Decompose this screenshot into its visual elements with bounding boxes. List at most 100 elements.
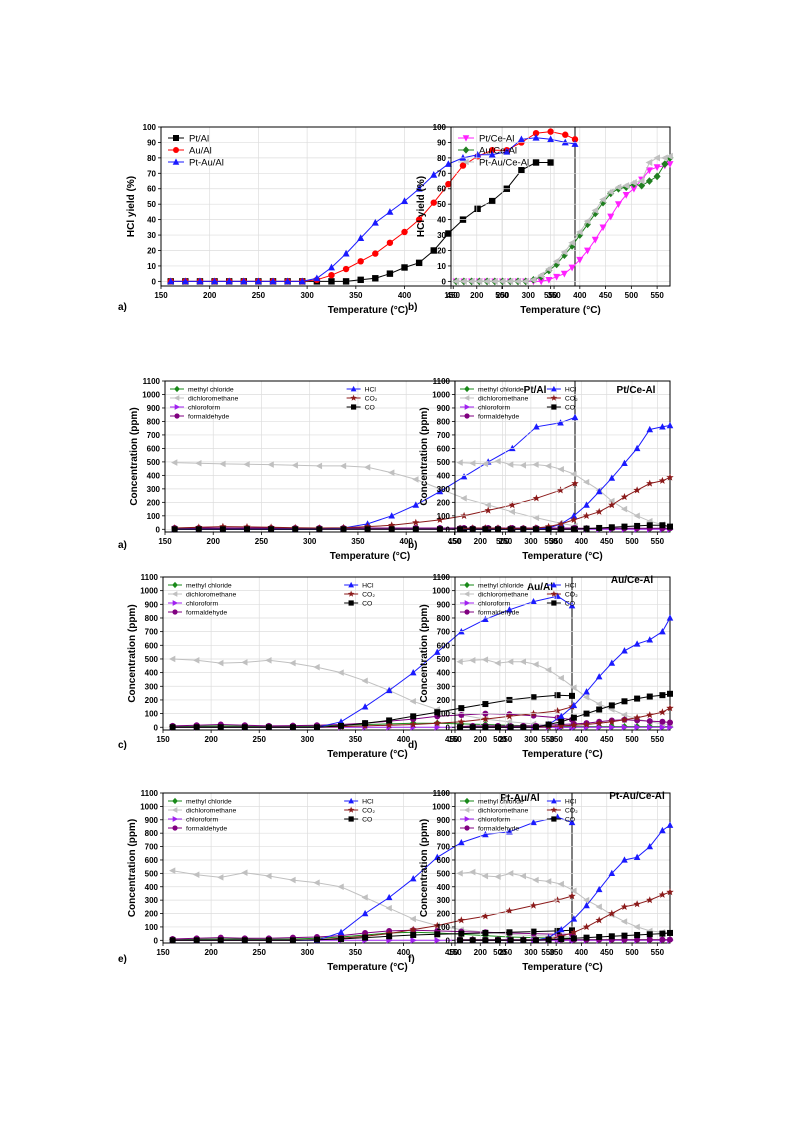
data-point (568, 818, 576, 826)
series-formaldehyde (457, 936, 673, 943)
data-point (459, 154, 467, 161)
y-tick-label: 80 (147, 154, 156, 163)
legend-label: CO (565, 817, 575, 824)
data-point (284, 277, 292, 285)
legend-label: dichloromethane (188, 396, 238, 403)
legend-marker (550, 590, 558, 597)
data-point (633, 444, 641, 452)
x-tick-label: 250 (499, 948, 513, 957)
x-tick-label: 500 (625, 948, 639, 957)
data-point (633, 853, 641, 860)
data-point (582, 511, 591, 519)
data-point (409, 925, 417, 933)
panel-label: c) (118, 740, 127, 751)
data-point (385, 929, 393, 937)
series-dichloromethane (169, 655, 575, 730)
chart-panel-3: 150 200 250 300 350 400 450 500 550 0 100 200 300 400… (118, 377, 579, 562)
data-point (289, 876, 296, 884)
data-point (481, 656, 489, 663)
data-point (412, 501, 420, 508)
data-point (401, 197, 409, 204)
data-point (357, 258, 364, 265)
x-tick-label: 250 (499, 735, 513, 744)
data-point (434, 723, 441, 731)
data-point (494, 659, 501, 667)
legend-label: CO (365, 405, 375, 412)
data-point (289, 659, 296, 667)
legend-marker (348, 816, 354, 822)
data-point (659, 723, 667, 731)
x-tick-label: 250 (499, 537, 513, 546)
data-point (357, 234, 365, 242)
data-point (530, 694, 537, 701)
data-point (434, 709, 441, 716)
data-point (505, 712, 514, 720)
legend-label: dichloromethane (478, 808, 528, 815)
y-tick-label: 700 (147, 431, 161, 440)
y-tick-label: 0 (152, 277, 157, 286)
panel-label: b) (408, 540, 417, 551)
data-point (337, 883, 344, 891)
data-point (621, 647, 628, 654)
x-tick-label: 250 (496, 291, 510, 300)
data-point (570, 701, 578, 709)
chart-panel-6: 150 200 250 300 350 400 450 500 550 0 100 200 300 400… (408, 573, 674, 760)
legend: methyl chloride dichloromethane chloroform… (460, 385, 578, 421)
y-tick-label: 400 (145, 669, 159, 678)
data-point (361, 677, 368, 685)
data-point (171, 526, 178, 533)
data-point (608, 474, 616, 481)
data-point (595, 903, 602, 911)
data-point (342, 249, 350, 257)
data-point (591, 206, 599, 214)
data-point (595, 916, 603, 924)
data-point (481, 872, 489, 880)
data-point (507, 724, 514, 731)
data-point (532, 159, 540, 166)
y-tick-label: 900 (437, 816, 451, 825)
y-axis-title: Concentration (ppm) (129, 407, 140, 505)
legend-label: chloroform (478, 601, 510, 608)
x-tick-label: 550 (650, 291, 664, 300)
legend-marker (172, 797, 178, 805)
data-point (469, 724, 476, 731)
legend-marker (464, 413, 470, 419)
data-point (576, 256, 584, 264)
y-tick-label: 300 (145, 682, 159, 691)
data-point (661, 160, 669, 168)
x-tick-label: 450 (599, 291, 613, 300)
data-point (646, 636, 654, 643)
x-tick-label: 500 (625, 735, 639, 744)
x-tick-label: 400 (573, 291, 587, 300)
x-tick-label: 300 (524, 735, 538, 744)
legend-label: dichloromethane (478, 592, 528, 599)
data-point (646, 479, 654, 487)
data-point (386, 933, 393, 940)
data-point (608, 717, 616, 725)
data-point (557, 466, 564, 473)
data-point (457, 937, 464, 944)
data-point (193, 724, 200, 731)
data-point (607, 213, 615, 221)
data-point (520, 937, 527, 944)
data-point (608, 933, 615, 940)
legend-label: formaldehyde (478, 826, 519, 833)
x-tick-label: 200 (204, 948, 218, 957)
data-point (570, 512, 578, 519)
legend-label: Pt-Au/Ce-Al (479, 158, 529, 169)
data-point (444, 160, 452, 167)
data-point (634, 522, 641, 529)
y-tick-label: 600 (437, 444, 451, 453)
data-point (582, 896, 590, 904)
series-dichloromethane (171, 459, 578, 530)
data-point (666, 614, 674, 621)
x-tick-label: 400 (397, 735, 411, 744)
data-point (583, 710, 590, 717)
data-point (653, 172, 661, 181)
data-point (436, 526, 443, 533)
data-point (469, 459, 476, 467)
data-point (599, 224, 607, 232)
data-point (457, 916, 465, 924)
y-tick-label: 40 (437, 216, 446, 225)
